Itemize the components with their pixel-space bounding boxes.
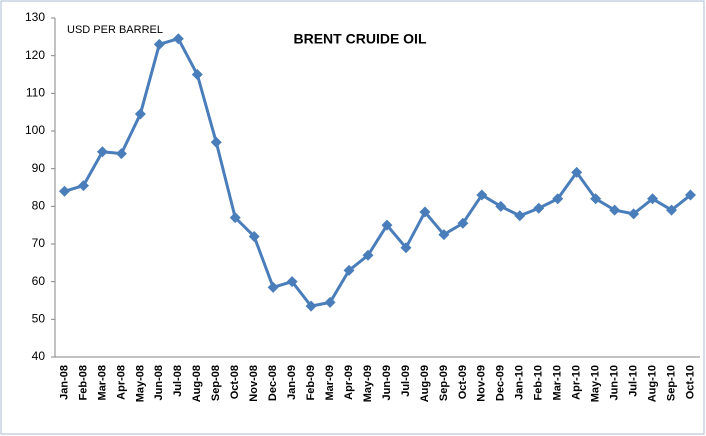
chart-title: BRENT CRUIDE OIL <box>294 31 427 47</box>
marker <box>324 296 336 308</box>
x-tick-label: May-08 <box>134 365 146 402</box>
y-tick-label: 80 <box>32 199 46 213</box>
x-tick-label: Apr-09 <box>343 365 355 400</box>
y-tick-label: 100 <box>25 123 45 137</box>
y-tick-label: 40 <box>32 349 46 363</box>
x-tick-label: May-10 <box>590 365 602 402</box>
marker <box>438 229 450 241</box>
marker <box>609 204 621 216</box>
marker <box>153 38 165 50</box>
x-tick-label: Feb-08 <box>77 365 89 400</box>
marker <box>229 212 241 224</box>
marker <box>685 189 697 201</box>
marker <box>476 189 488 201</box>
x-tick-label: Aug-08 <box>191 365 203 402</box>
x-tick-label: Sep-08 <box>210 365 222 401</box>
x-tick-label: Jan-10 <box>514 365 526 400</box>
marker <box>647 193 659 205</box>
y-tick-label: 70 <box>32 236 46 250</box>
marker <box>533 202 545 214</box>
marker <box>514 210 526 222</box>
marker <box>134 108 146 120</box>
x-tick-label: Nov-08 <box>248 365 260 402</box>
x-tick-label: Dec-09 <box>495 365 507 401</box>
marker <box>96 146 108 158</box>
x-tick-label: Jan-08 <box>58 365 70 400</box>
marker <box>457 217 469 229</box>
y-tick-label: 60 <box>32 274 46 288</box>
marker <box>267 281 279 293</box>
x-tick-label: Aug-09 <box>419 365 431 402</box>
y-tick-label: 110 <box>26 86 45 100</box>
marker <box>590 193 602 205</box>
y-axis-title: USD PER BARREL <box>67 24 163 36</box>
x-tick-label: Jun-08 <box>153 365 165 400</box>
marker <box>552 193 564 205</box>
marker <box>115 148 127 160</box>
marker <box>172 33 184 45</box>
marker <box>400 242 412 254</box>
x-tick-label: Jul-10 <box>628 365 640 397</box>
x-tick-label: Feb-09 <box>305 365 317 400</box>
x-tick-label: Oct-10 <box>684 365 696 399</box>
marker <box>305 300 317 312</box>
x-tick-label: Dec-08 <box>267 365 279 401</box>
x-tick-label: Mar-10 <box>552 365 564 400</box>
marker <box>628 208 640 220</box>
marker <box>666 204 678 216</box>
y-tick-label: 90 <box>32 161 46 175</box>
marker <box>77 180 89 192</box>
x-tick-label: Jun-09 <box>381 365 393 400</box>
x-tick-label: Sep-10 <box>665 365 677 401</box>
x-tick-label: Apr-08 <box>115 365 127 400</box>
x-tick-label: Apr-10 <box>571 365 583 400</box>
x-tick-label: Oct-08 <box>229 365 241 399</box>
y-tick-label: 50 <box>32 312 46 326</box>
x-tick-label: Jun-10 <box>609 365 621 400</box>
x-tick-label: Jul-08 <box>172 365 184 397</box>
x-tick-label: Aug-10 <box>646 365 658 402</box>
marker <box>419 206 431 218</box>
series-line <box>64 36 692 308</box>
marker <box>58 185 70 197</box>
y-tick-label: 130 <box>25 10 45 24</box>
x-tick-label: Nov-09 <box>476 365 488 402</box>
x-tick-label: Sep-09 <box>438 365 450 401</box>
x-tick-label: May-09 <box>362 365 374 402</box>
marker <box>362 249 374 261</box>
marker <box>210 136 222 148</box>
x-tick-label: Jan-09 <box>286 365 298 400</box>
marker <box>343 264 355 276</box>
x-tick-label: Jul-09 <box>400 365 412 397</box>
marker <box>495 200 507 212</box>
marker <box>381 219 393 231</box>
x-tick-label: Oct-09 <box>457 365 469 399</box>
x-tick-label: Mar-08 <box>96 365 108 400</box>
y-tick-label: 120 <box>25 48 45 62</box>
x-tick-label: Feb-10 <box>533 365 545 400</box>
marker <box>286 276 298 288</box>
marker <box>571 166 583 178</box>
x-tick-label: Mar-09 <box>324 365 336 400</box>
marker <box>191 69 203 80</box>
marker <box>248 230 260 242</box>
